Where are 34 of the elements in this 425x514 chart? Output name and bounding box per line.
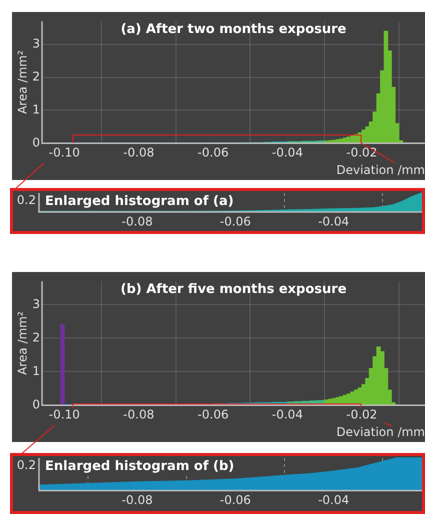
x-axis-title: Deviation /mm [336, 162, 425, 177]
y-tick-label: 3 [32, 36, 40, 50]
x-tick-label: -0.04 [318, 492, 350, 507]
y-tick-label: 1 [32, 102, 40, 116]
x-tick-label: -0.10 [48, 408, 80, 422]
x-tick-label: -0.06 [198, 146, 229, 160]
x-tick-label: -0.04 [272, 408, 303, 422]
x-tick-label: -0.08 [122, 492, 153, 507]
text: 0.2 [16, 458, 36, 472]
x-tick-label: -0.08 [123, 146, 154, 160]
y-axis-title: Area /mm² [15, 50, 30, 114]
y-tick-label: 2 [32, 330, 40, 344]
text: 0.2 [16, 193, 36, 208]
x-tick-label: -0.02 [346, 408, 378, 422]
x-tick-label: -0.08 [123, 408, 154, 422]
y-tick-label: 0 [32, 135, 40, 150]
y-tick-label: 3 [32, 296, 40, 311]
chart-title: (b) After five months exposure [120, 282, 347, 298]
chart-title: Enlarged histogram of (a) [45, 194, 234, 209]
x-tick-label: -0.06 [198, 408, 229, 422]
y-tick-label: 1 [32, 364, 40, 378]
x-tick-label: -0.08 [122, 214, 153, 228]
chart-title: Enlarged histogram of (b) [45, 458, 234, 474]
x-tick-label: -0.06 [220, 214, 251, 228]
y-axis-title: Area /mm² [15, 311, 30, 376]
y-tick-label: 2 [32, 69, 40, 84]
x-tick-label: -0.06 [220, 492, 251, 507]
x-axis-title: Deviation /mm [336, 424, 425, 439]
chart-title: (a) After two months exposure [120, 22, 347, 38]
y-tick-label: 0 [32, 397, 40, 412]
x-tick-label: -0.04 [318, 214, 350, 228]
x-tick-label: -0.10 [48, 146, 80, 160]
x-tick-label: -0.04 [272, 146, 303, 160]
x-tick-label: -0.02 [346, 146, 378, 160]
